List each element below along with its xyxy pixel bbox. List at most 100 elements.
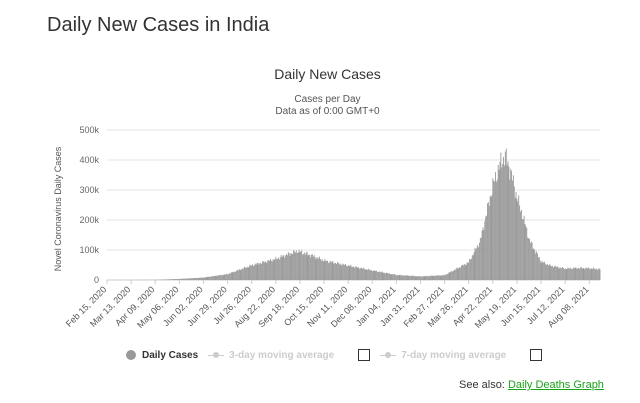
daily-cases-bar	[377, 272, 379, 280]
daily-cases-bar	[478, 247, 479, 280]
daily-cases-bar	[240, 270, 242, 280]
daily-cases-bar	[569, 268, 571, 280]
daily-cases-bar	[333, 263, 335, 280]
daily-cases-bar	[572, 267, 574, 280]
legend-label-7-day-average: 7-day moving average	[401, 349, 507, 361]
legend-item-7-day-average[interactable]: 7-day moving average	[380, 350, 506, 361]
daily-cases-bar	[489, 195, 491, 280]
daily-cases-bar	[361, 267, 362, 280]
daily-cases-bar	[251, 265, 253, 280]
daily-cases-bar	[496, 179, 498, 280]
daily-cases-bar	[253, 265, 255, 280]
daily-cases-bar	[545, 264, 547, 280]
daily-cases-bar	[309, 254, 311, 280]
daily-cases-bar	[439, 275, 441, 280]
daily-cases-bar	[519, 205, 521, 280]
daily-cases-bar	[349, 265, 351, 280]
daily-cases-bar	[395, 274, 396, 280]
daily-cases-bar	[505, 148, 507, 280]
daily-cases-bar	[223, 274, 225, 280]
daily-cases-bar	[278, 257, 279, 280]
daily-cases-bar	[182, 278, 184, 280]
daily-cases-bar	[282, 255, 284, 280]
daily-cases-bar	[258, 264, 260, 280]
daily-cases-bar	[266, 262, 268, 280]
daily-cases-bar	[324, 258, 326, 280]
daily-cases-bar	[386, 272, 387, 280]
daily-cases-bar	[546, 263, 548, 280]
legend-marker-daily-cases	[126, 350, 136, 360]
daily-deaths-graph-link[interactable]: Daily Deaths Graph	[507, 379, 604, 391]
daily-cases-bar	[271, 261, 273, 280]
daily-cases-bar	[517, 201, 519, 280]
daily-cases-bar	[425, 275, 427, 280]
daily-cases-bar	[384, 272, 386, 280]
daily-cases-bar	[264, 261, 266, 280]
daily-cases-bar	[285, 255, 287, 280]
daily-cases-bar	[553, 267, 555, 280]
daily-cases-bar	[544, 261, 546, 280]
daily-cases-bar	[584, 269, 586, 280]
daily-cases-bar	[228, 274, 229, 280]
daily-cases-bar	[518, 195, 520, 280]
daily-cases-bar	[207, 276, 209, 280]
daily-cases-bar	[370, 270, 371, 280]
daily-cases-bar	[531, 242, 533, 280]
daily-cases-bar	[341, 265, 343, 280]
daily-cases-bar	[514, 197, 516, 280]
daily-cases-bar	[428, 276, 430, 280]
daily-cases-bar	[214, 276, 216, 280]
daily-cases-bar	[414, 275, 416, 280]
daily-cases-bar	[507, 161, 509, 280]
daily-cases-bar	[498, 169, 500, 280]
daily-cases-bar	[497, 165, 499, 280]
daily-cases-bar	[278, 259, 280, 280]
daily-cases-bar	[297, 252, 299, 280]
daily-cases-bar	[363, 268, 365, 280]
daily-cases-bar	[231, 271, 233, 280]
daily-cases-bar	[451, 270, 453, 280]
daily-cases-bar	[509, 179, 511, 280]
daily-cases-bar	[357, 267, 359, 280]
daily-cases-bar	[290, 253, 292, 280]
daily-cases-bar	[189, 278, 191, 280]
7-day-average-checkbox[interactable]	[530, 349, 543, 361]
daily-cases-bar	[286, 254, 287, 280]
daily-cases-bar	[337, 262, 339, 280]
daily-cases-bar	[419, 276, 421, 280]
daily-cases-bar	[292, 254, 294, 280]
3-day-average-checkbox[interactable]	[358, 349, 371, 361]
daily-cases-bar	[578, 267, 580, 280]
daily-cases-bar	[343, 264, 345, 280]
daily-cases-bar	[252, 264, 254, 280]
daily-cases-bar	[579, 268, 580, 280]
see-also-footer: See also: Daily Deaths Graph	[459, 379, 604, 391]
daily-cases-bar	[238, 269, 240, 280]
daily-cases-bar	[237, 270, 239, 280]
daily-cases-bar	[208, 276, 210, 280]
daily-cases-bar	[179, 278, 181, 280]
daily-cases-bar	[361, 268, 363, 280]
daily-cases-bar	[390, 274, 392, 280]
daily-cases-bar	[516, 198, 518, 280]
daily-cases-bar	[170, 279, 172, 280]
daily-cases-bar	[555, 267, 557, 280]
daily-cases-bar	[219, 275, 220, 280]
legend-item-3-day-average[interactable]: 3-day moving average	[208, 350, 334, 361]
daily-cases-bar	[239, 269, 241, 280]
daily-cases-bar	[281, 256, 283, 280]
daily-cases-bar	[338, 264, 340, 280]
daily-cases-bar	[294, 251, 296, 280]
daily-cases-bar	[520, 209, 522, 280]
daily-cases-bar	[255, 264, 257, 280]
daily-cases-bar	[411, 275, 413, 280]
daily-cases-bar	[348, 266, 350, 280]
daily-cases-bar	[460, 267, 462, 280]
daily-cases-bar	[450, 271, 452, 280]
legend-item-daily-cases[interactable]: Daily Cases	[126, 350, 198, 361]
daily-cases-bar	[515, 192, 517, 280]
daily-cases-bar	[191, 278, 193, 280]
daily-cases-bar	[176, 279, 178, 280]
daily-cases-bar	[592, 268, 594, 280]
